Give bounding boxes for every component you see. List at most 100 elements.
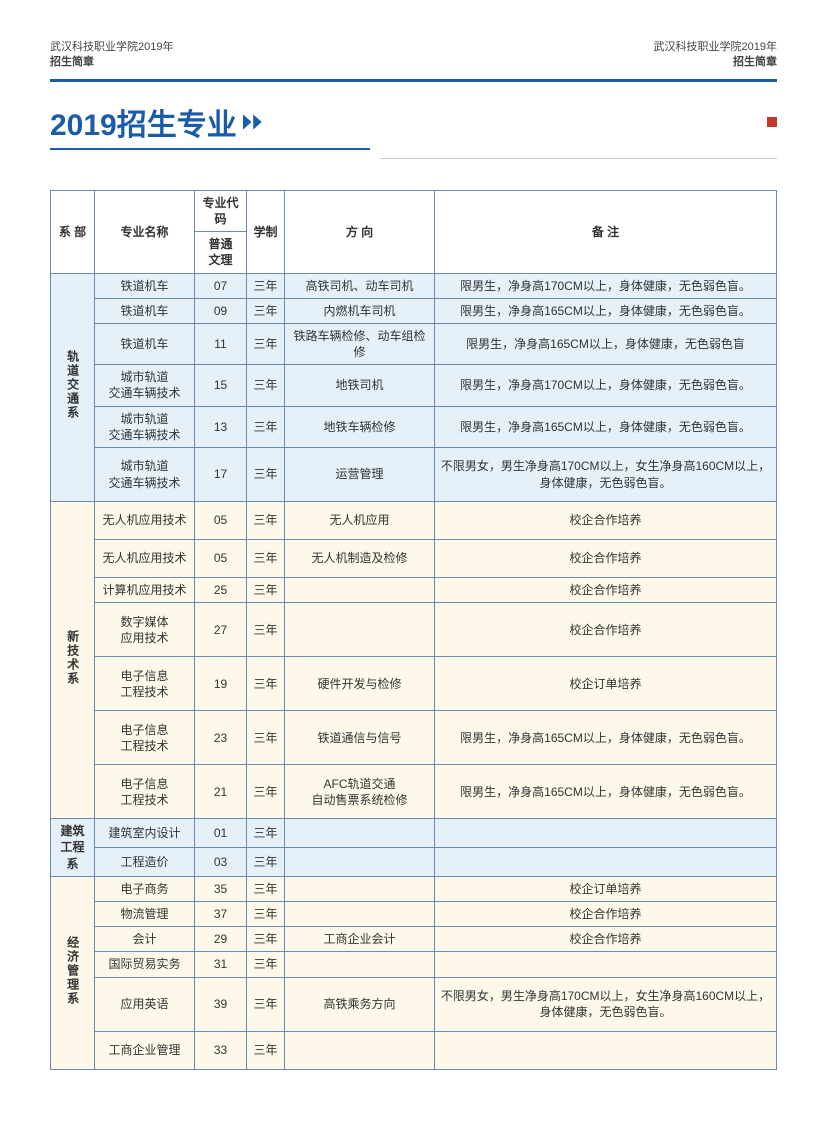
note-cell: 不限男女，男生净身高170CM以上，女生净身高160CM以上，身体健康，无色弱色… bbox=[435, 448, 777, 502]
code-cell: 05 bbox=[195, 502, 247, 540]
table-row: 经济管理系电子商务35三年校企订单培养 bbox=[51, 876, 777, 901]
dir-cell: 铁路车辆检修、动车组检修 bbox=[285, 323, 435, 364]
table-row: 建筑工程系建筑室内设计01三年 bbox=[51, 819, 777, 848]
header-right: 武汉科技职业学院2019年 招生简章 bbox=[654, 40, 777, 71]
code-cell: 11 bbox=[195, 323, 247, 364]
code-cell: 17 bbox=[195, 448, 247, 502]
dir-cell: 硬件开发与检修 bbox=[285, 657, 435, 711]
table-body: 轨道交通系铁道机车07三年高铁司机、动车司机限男生，净身高170CM以上，身体健… bbox=[51, 273, 777, 1069]
dur-cell: 三年 bbox=[247, 365, 285, 406]
majors-table: 系 部 专业名称 专业代码 学制 方 向 备 注 普通文理 轨道交通系铁道机车0… bbox=[50, 190, 777, 1070]
page-header: 武汉科技职业学院2019年 招生简章 武汉科技职业学院2019年 招生简章 bbox=[50, 40, 777, 71]
note-cell: 校企合作培养 bbox=[435, 578, 777, 603]
note-cell: 校企合作培养 bbox=[435, 540, 777, 578]
table-row: 数字媒体应用技术27三年校企合作培养 bbox=[51, 603, 777, 657]
dir-cell: 高铁乘务方向 bbox=[285, 977, 435, 1031]
th-note: 备 注 bbox=[435, 190, 777, 273]
code-cell: 31 bbox=[195, 952, 247, 977]
code-cell: 09 bbox=[195, 298, 247, 323]
dur-cell: 三年 bbox=[247, 848, 285, 877]
dir-cell: 运营管理 bbox=[285, 448, 435, 502]
name-cell: 电子信息工程技术 bbox=[95, 711, 195, 765]
code-cell: 19 bbox=[195, 657, 247, 711]
note-cell bbox=[435, 819, 777, 848]
name-cell: 铁道机车 bbox=[95, 298, 195, 323]
dur-cell: 三年 bbox=[247, 448, 285, 502]
table-row: 电子信息工程技术21三年AFC轨道交通自动售票系统检修限男生，净身高165CM以… bbox=[51, 765, 777, 819]
dur-cell: 三年 bbox=[247, 901, 285, 926]
header-right-line1: 武汉科技职业学院2019年 bbox=[654, 40, 777, 55]
dur-cell: 三年 bbox=[247, 298, 285, 323]
dur-cell: 三年 bbox=[247, 323, 285, 364]
title-row: 2019招生专业 bbox=[50, 100, 777, 144]
note-cell: 校企合作培养 bbox=[435, 502, 777, 540]
dept-cell: 轨道交通系 bbox=[51, 273, 95, 502]
dur-cell: 三年 bbox=[247, 977, 285, 1031]
name-cell: 物流管理 bbox=[95, 901, 195, 926]
note-cell: 限男生，净身高165CM以上，身体健康，无色弱色盲。 bbox=[435, 298, 777, 323]
note-cell: 限男生，净身高170CM以上，身体健康，无色弱色盲。 bbox=[435, 365, 777, 406]
table-row: 国际贸易实务31三年 bbox=[51, 952, 777, 977]
name-cell: 城市轨道交通车辆技术 bbox=[95, 448, 195, 502]
note-cell: 校企订单培养 bbox=[435, 657, 777, 711]
name-cell: 铁道机车 bbox=[95, 323, 195, 364]
dir-cell bbox=[285, 848, 435, 877]
dir-cell bbox=[285, 901, 435, 926]
code-cell: 05 bbox=[195, 540, 247, 578]
name-cell: 无人机应用技术 bbox=[95, 502, 195, 540]
note-cell: 校企合作培养 bbox=[435, 927, 777, 952]
dur-cell: 三年 bbox=[247, 657, 285, 711]
dur-cell: 三年 bbox=[247, 578, 285, 603]
table-row: 物流管理37三年校企合作培养 bbox=[51, 901, 777, 926]
code-cell: 01 bbox=[195, 819, 247, 848]
code-cell: 23 bbox=[195, 711, 247, 765]
table-row: 铁道机车09三年内燃机车司机限男生，净身高165CM以上，身体健康，无色弱色盲。 bbox=[51, 298, 777, 323]
note-cell: 限男生，净身高165CM以上，身体健康，无色弱色盲。 bbox=[435, 711, 777, 765]
note-cell: 校企合作培养 bbox=[435, 603, 777, 657]
dur-cell: 三年 bbox=[247, 819, 285, 848]
table-row: 应用英语39三年高铁乘务方向不限男女，男生净身高170CM以上，女生净身高160… bbox=[51, 977, 777, 1031]
page-title-text: 2019招生专业 bbox=[50, 100, 237, 144]
dur-cell: 三年 bbox=[247, 273, 285, 298]
dir-cell: 铁道通信与信号 bbox=[285, 711, 435, 765]
dir-cell: 地铁司机 bbox=[285, 365, 435, 406]
note-cell bbox=[435, 848, 777, 877]
title-underline-row bbox=[50, 148, 777, 170]
name-cell: 工商企业管理 bbox=[95, 1031, 195, 1069]
dir-cell bbox=[285, 578, 435, 603]
code-cell: 13 bbox=[195, 406, 247, 447]
header-left-line1: 武汉科技职业学院2019年 bbox=[50, 40, 173, 55]
dur-cell: 三年 bbox=[247, 502, 285, 540]
th-name: 专业名称 bbox=[95, 190, 195, 273]
name-cell: 无人机应用技术 bbox=[95, 540, 195, 578]
title-underline-blue bbox=[50, 148, 370, 150]
name-cell: 会计 bbox=[95, 927, 195, 952]
code-cell: 15 bbox=[195, 365, 247, 406]
note-cell: 限男生，净身高165CM以上，身体健康，无色弱色盲。 bbox=[435, 765, 777, 819]
page-title: 2019招生专业 bbox=[50, 100, 277, 144]
name-cell: 电子信息工程技术 bbox=[95, 765, 195, 819]
dir-cell: AFC轨道交通自动售票系统检修 bbox=[285, 765, 435, 819]
name-cell: 电子信息工程技术 bbox=[95, 657, 195, 711]
name-cell: 数字媒体应用技术 bbox=[95, 603, 195, 657]
name-cell: 铁道机车 bbox=[95, 273, 195, 298]
note-cell: 不限男女，男生净身高170CM以上，女生净身高160CM以上，身体健康，无色弱色… bbox=[435, 977, 777, 1031]
name-cell: 应用英语 bbox=[95, 977, 195, 1031]
header-right-line2: 招生简章 bbox=[654, 55, 777, 70]
dur-cell: 三年 bbox=[247, 603, 285, 657]
table-row: 新技术系无人机应用技术05三年无人机应用校企合作培养 bbox=[51, 502, 777, 540]
table-head: 系 部 专业名称 专业代码 学制 方 向 备 注 普通文理 bbox=[51, 190, 777, 273]
note-cell: 校企合作培养 bbox=[435, 901, 777, 926]
code-cell: 33 bbox=[195, 1031, 247, 1069]
th-code-top: 专业代码 bbox=[195, 190, 247, 231]
name-cell: 城市轨道交通车辆技术 bbox=[95, 365, 195, 406]
code-cell: 21 bbox=[195, 765, 247, 819]
dept-cell: 建筑工程系 bbox=[51, 819, 95, 877]
dur-cell: 三年 bbox=[247, 765, 285, 819]
table-row: 无人机应用技术05三年无人机制造及检修校企合作培养 bbox=[51, 540, 777, 578]
header-divider bbox=[50, 79, 777, 82]
dir-cell: 无人机制造及检修 bbox=[285, 540, 435, 578]
code-cell: 25 bbox=[195, 578, 247, 603]
dur-cell: 三年 bbox=[247, 876, 285, 901]
header-left: 武汉科技职业学院2019年 招生简章 bbox=[50, 40, 173, 71]
